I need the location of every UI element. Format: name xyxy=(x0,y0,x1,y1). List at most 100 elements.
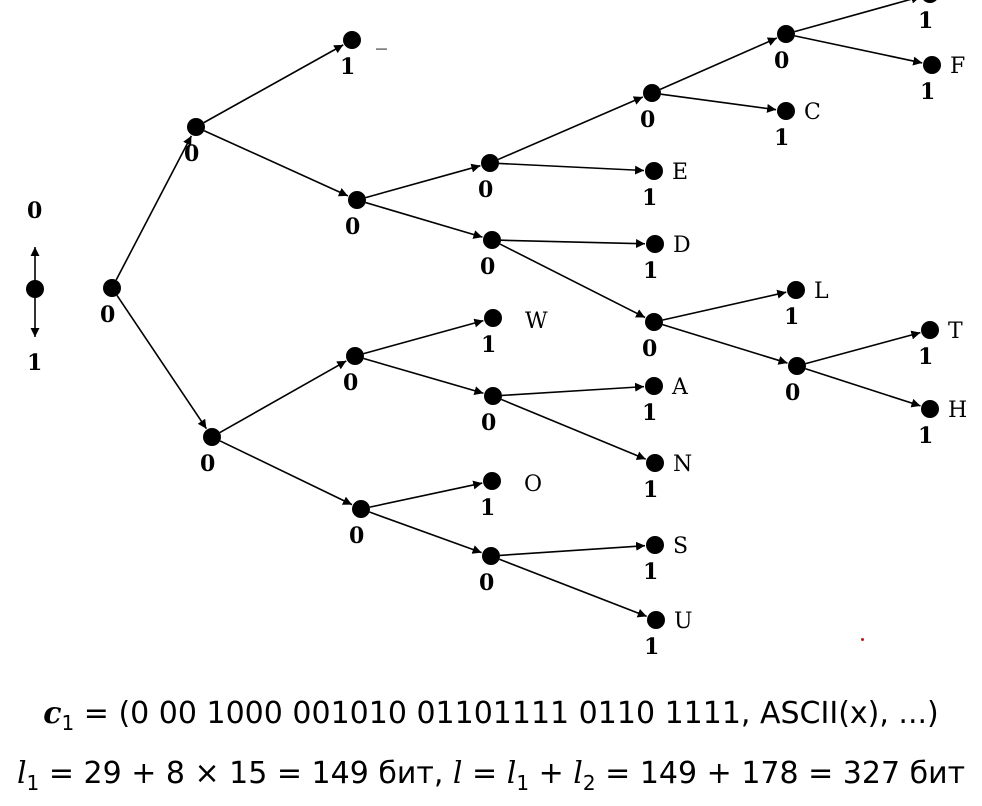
bit-label-E: 1 xyxy=(642,185,657,211)
bit-label-n111: 0 xyxy=(479,570,494,596)
legend-down-label: 1 xyxy=(27,350,42,376)
bit-label-n10: 0 xyxy=(343,370,358,396)
tree-node-H xyxy=(921,400,939,418)
legend-node xyxy=(26,280,44,298)
codes-var: c xyxy=(43,696,62,731)
symbol-label-D: D xyxy=(673,233,691,258)
edge-n00000-top xyxy=(794,0,921,33)
symbol-label-U: U xyxy=(674,609,693,634)
symbol-label-T: T xyxy=(948,319,963,344)
bit-label-n101: 0 xyxy=(481,410,496,436)
edge-n0011-n00111 xyxy=(662,323,788,365)
tree-node-E xyxy=(645,162,663,180)
edge-n001-n0011 xyxy=(499,243,646,319)
bit-label-n0011: 0 xyxy=(642,336,657,362)
symbol-label-O: O xyxy=(524,472,542,497)
symbol-label-W: W xyxy=(525,309,548,334)
edge-n000-E xyxy=(498,162,645,175)
edge-n0000-n00000 xyxy=(659,37,778,91)
bit-label-n0: 0 xyxy=(184,141,199,167)
edge-n10-W xyxy=(363,318,484,355)
tree-node-n00000 xyxy=(777,25,795,43)
tree-node-W xyxy=(484,309,502,327)
bit-label-space: 1 xyxy=(340,54,355,80)
symbol-label-H: H xyxy=(948,398,967,423)
edge-n101-N xyxy=(501,398,647,460)
edge-n0-space xyxy=(203,44,344,124)
bit-label-n0000: 0 xyxy=(640,107,655,133)
l1b-subscript: 1 xyxy=(516,771,530,795)
symbol-label-C: C xyxy=(804,100,821,125)
bit-label-n00: 0 xyxy=(345,214,360,240)
tree-node-n0000 xyxy=(643,84,661,102)
tree-node-n11 xyxy=(352,500,370,518)
tree-node-C xyxy=(777,102,795,120)
stray-mark xyxy=(861,638,864,641)
tree-edges xyxy=(115,0,923,618)
tree-node-n0 xyxy=(187,118,205,136)
length-part4: = 149 + 178 = 327 бит xyxy=(595,756,966,791)
edge-n00-n001 xyxy=(365,201,483,239)
tree-node-n10 xyxy=(346,347,364,365)
bit-label-n00111: 0 xyxy=(785,380,800,406)
tree-node-n0011 xyxy=(645,313,663,331)
tree-node-n1 xyxy=(203,428,221,446)
codes-var-subscript: 1 xyxy=(61,711,75,735)
tree-nodes xyxy=(103,0,941,629)
tree-node-T xyxy=(921,321,939,339)
edge-n11-n111 xyxy=(369,511,482,554)
bit-label-U: 1 xyxy=(644,634,659,660)
bit-label-n11: 0 xyxy=(349,523,364,549)
length-part2: = xyxy=(462,756,507,791)
symbol-label-S: S xyxy=(673,534,688,559)
length-part1: = 29 + 8 × 15 = 149 бит, xyxy=(39,756,453,791)
bit-label-L: 1 xyxy=(784,304,799,330)
symbol-label-L: L xyxy=(814,279,829,304)
bit-label-F: 1 xyxy=(920,79,935,105)
edge-n001-D xyxy=(500,239,646,249)
l-var: l xyxy=(452,756,463,791)
bit-label-S: 1 xyxy=(643,559,658,585)
bit-label-n00000: 0 xyxy=(774,48,789,74)
tree-node-U xyxy=(647,611,665,629)
codes-text: = (0 00 1000 001010 01101111 0110 1111, … xyxy=(74,696,939,731)
legend-up-label: 0 xyxy=(27,198,42,224)
bit-label-top: 1 xyxy=(918,8,933,34)
edge-n10-n101 xyxy=(363,357,484,396)
tree-node-n000 xyxy=(481,154,499,172)
tree-node-space xyxy=(343,31,361,49)
symbol-label-A: A xyxy=(671,375,689,400)
edge-root-n1 xyxy=(116,295,208,430)
bit-label-W: 1 xyxy=(481,332,496,358)
edge-n111-S xyxy=(499,541,646,557)
bit-label-D: 1 xyxy=(643,258,658,284)
codes-formula: c1 = (0 00 1000 001010 01101111 0110 111… xyxy=(0,696,982,735)
tree-node-N xyxy=(646,454,664,472)
bit-label-H: 1 xyxy=(918,423,933,449)
l1b-var: l xyxy=(506,756,517,791)
l2-subscript: 2 xyxy=(582,771,596,795)
bit-label-C: 1 xyxy=(774,125,789,151)
bit-label-T: 1 xyxy=(918,344,933,370)
bit-label-O: 1 xyxy=(480,495,495,521)
symbol-label-N: N xyxy=(673,452,692,477)
tree-node-n00111 xyxy=(788,357,806,375)
tree-node-top xyxy=(923,0,937,3)
symbol-label-F: F xyxy=(950,54,965,79)
edge-n0-n00 xyxy=(203,129,349,197)
bit-label-n000: 0 xyxy=(478,177,493,203)
tree-node-n001 xyxy=(483,231,501,249)
edge-n00111-T xyxy=(805,330,921,365)
edge-n111-U xyxy=(499,558,647,618)
bit-label-n1: 0 xyxy=(200,451,215,477)
edge-n0011-L xyxy=(662,289,787,321)
tree-node-A xyxy=(645,377,663,395)
tree-node-S xyxy=(646,536,664,554)
bit-label-A: 1 xyxy=(642,400,657,426)
l1-var: l xyxy=(16,756,27,791)
symbol-label-E: E xyxy=(672,160,688,185)
tree-node-D xyxy=(646,235,664,253)
edge-n11-O xyxy=(369,480,483,508)
